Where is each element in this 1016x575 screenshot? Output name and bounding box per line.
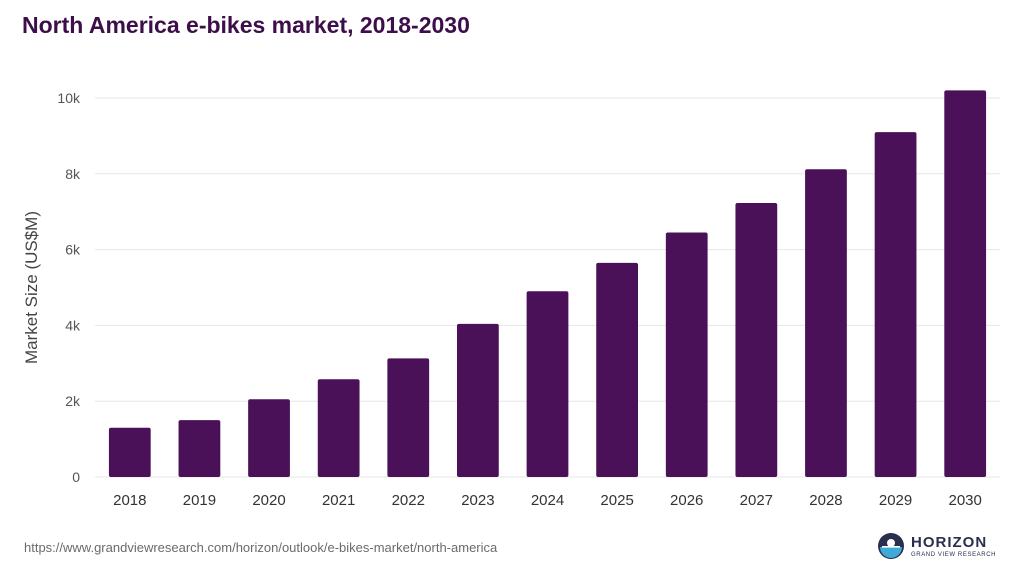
x-tick-label: 2028 [809, 492, 842, 509]
y-tick-label: 4k [65, 317, 81, 333]
bar-2029[interactable] [874, 132, 917, 478]
y-axis-ticks: 0 2k 4k 6k 8k 10k [57, 90, 81, 485]
y-tick-label: 6k [65, 242, 81, 258]
bar-2024[interactable] [526, 291, 569, 477]
x-tick-label: 2027 [740, 492, 773, 509]
x-tick-label: 2021 [322, 492, 355, 509]
bar-2030[interactable] [944, 90, 987, 478]
x-tick-label: 2025 [600, 492, 633, 509]
bar-2021[interactable] [317, 379, 360, 477]
horizon-logo-icon [878, 533, 904, 559]
logo-name: HORIZON [911, 533, 988, 551]
bar-2027[interactable] [735, 202, 778, 477]
y-tick-label: 0 [72, 469, 80, 485]
x-tick-label: 2018 [113, 492, 146, 509]
x-tick-label: 2026 [670, 492, 703, 509]
bar-2028[interactable] [805, 169, 847, 477]
chart-title: North America e-bikes market, 2018-2030 [22, 12, 470, 38]
x-tick-label: 2024 [531, 492, 564, 509]
x-tick-label: 2019 [183, 492, 216, 509]
horizon-logo[interactable]: HORIZON GRAND VIEW RESEARCH [877, 532, 996, 560]
x-tick-label: 2029 [879, 492, 912, 509]
bar-2022[interactable] [387, 358, 430, 477]
source-url[interactable]: https://www.grandviewresearch.com/horizo… [24, 540, 498, 555]
x-axis-ticks: 2018 2019 2020 2021 2022 2023 2024 2025 2026 2027… [113, 492, 982, 509]
x-tick-label: 2030 [949, 492, 982, 509]
y-axis-label: Market Size (US$M) [22, 211, 41, 364]
x-tick-label: 2023 [461, 492, 494, 509]
bar-2020[interactable] [248, 399, 290, 477]
x-tick-label: 2020 [252, 492, 285, 509]
x-tick-label: 2022 [392, 492, 425, 509]
bar-2025[interactable] [596, 262, 638, 477]
bar-2019[interactable] [178, 420, 221, 477]
bars [108, 90, 987, 478]
y-tick-label: 2k [65, 393, 81, 409]
y-tick-label: 10k [57, 90, 81, 106]
y-tick-label: 8k [65, 166, 81, 182]
bar-2018[interactable] [108, 427, 151, 477]
logo-tagline: GRAND VIEW RESEARCH [911, 551, 997, 558]
bar-2026[interactable] [665, 232, 708, 477]
bar-2023[interactable] [457, 323, 499, 477]
